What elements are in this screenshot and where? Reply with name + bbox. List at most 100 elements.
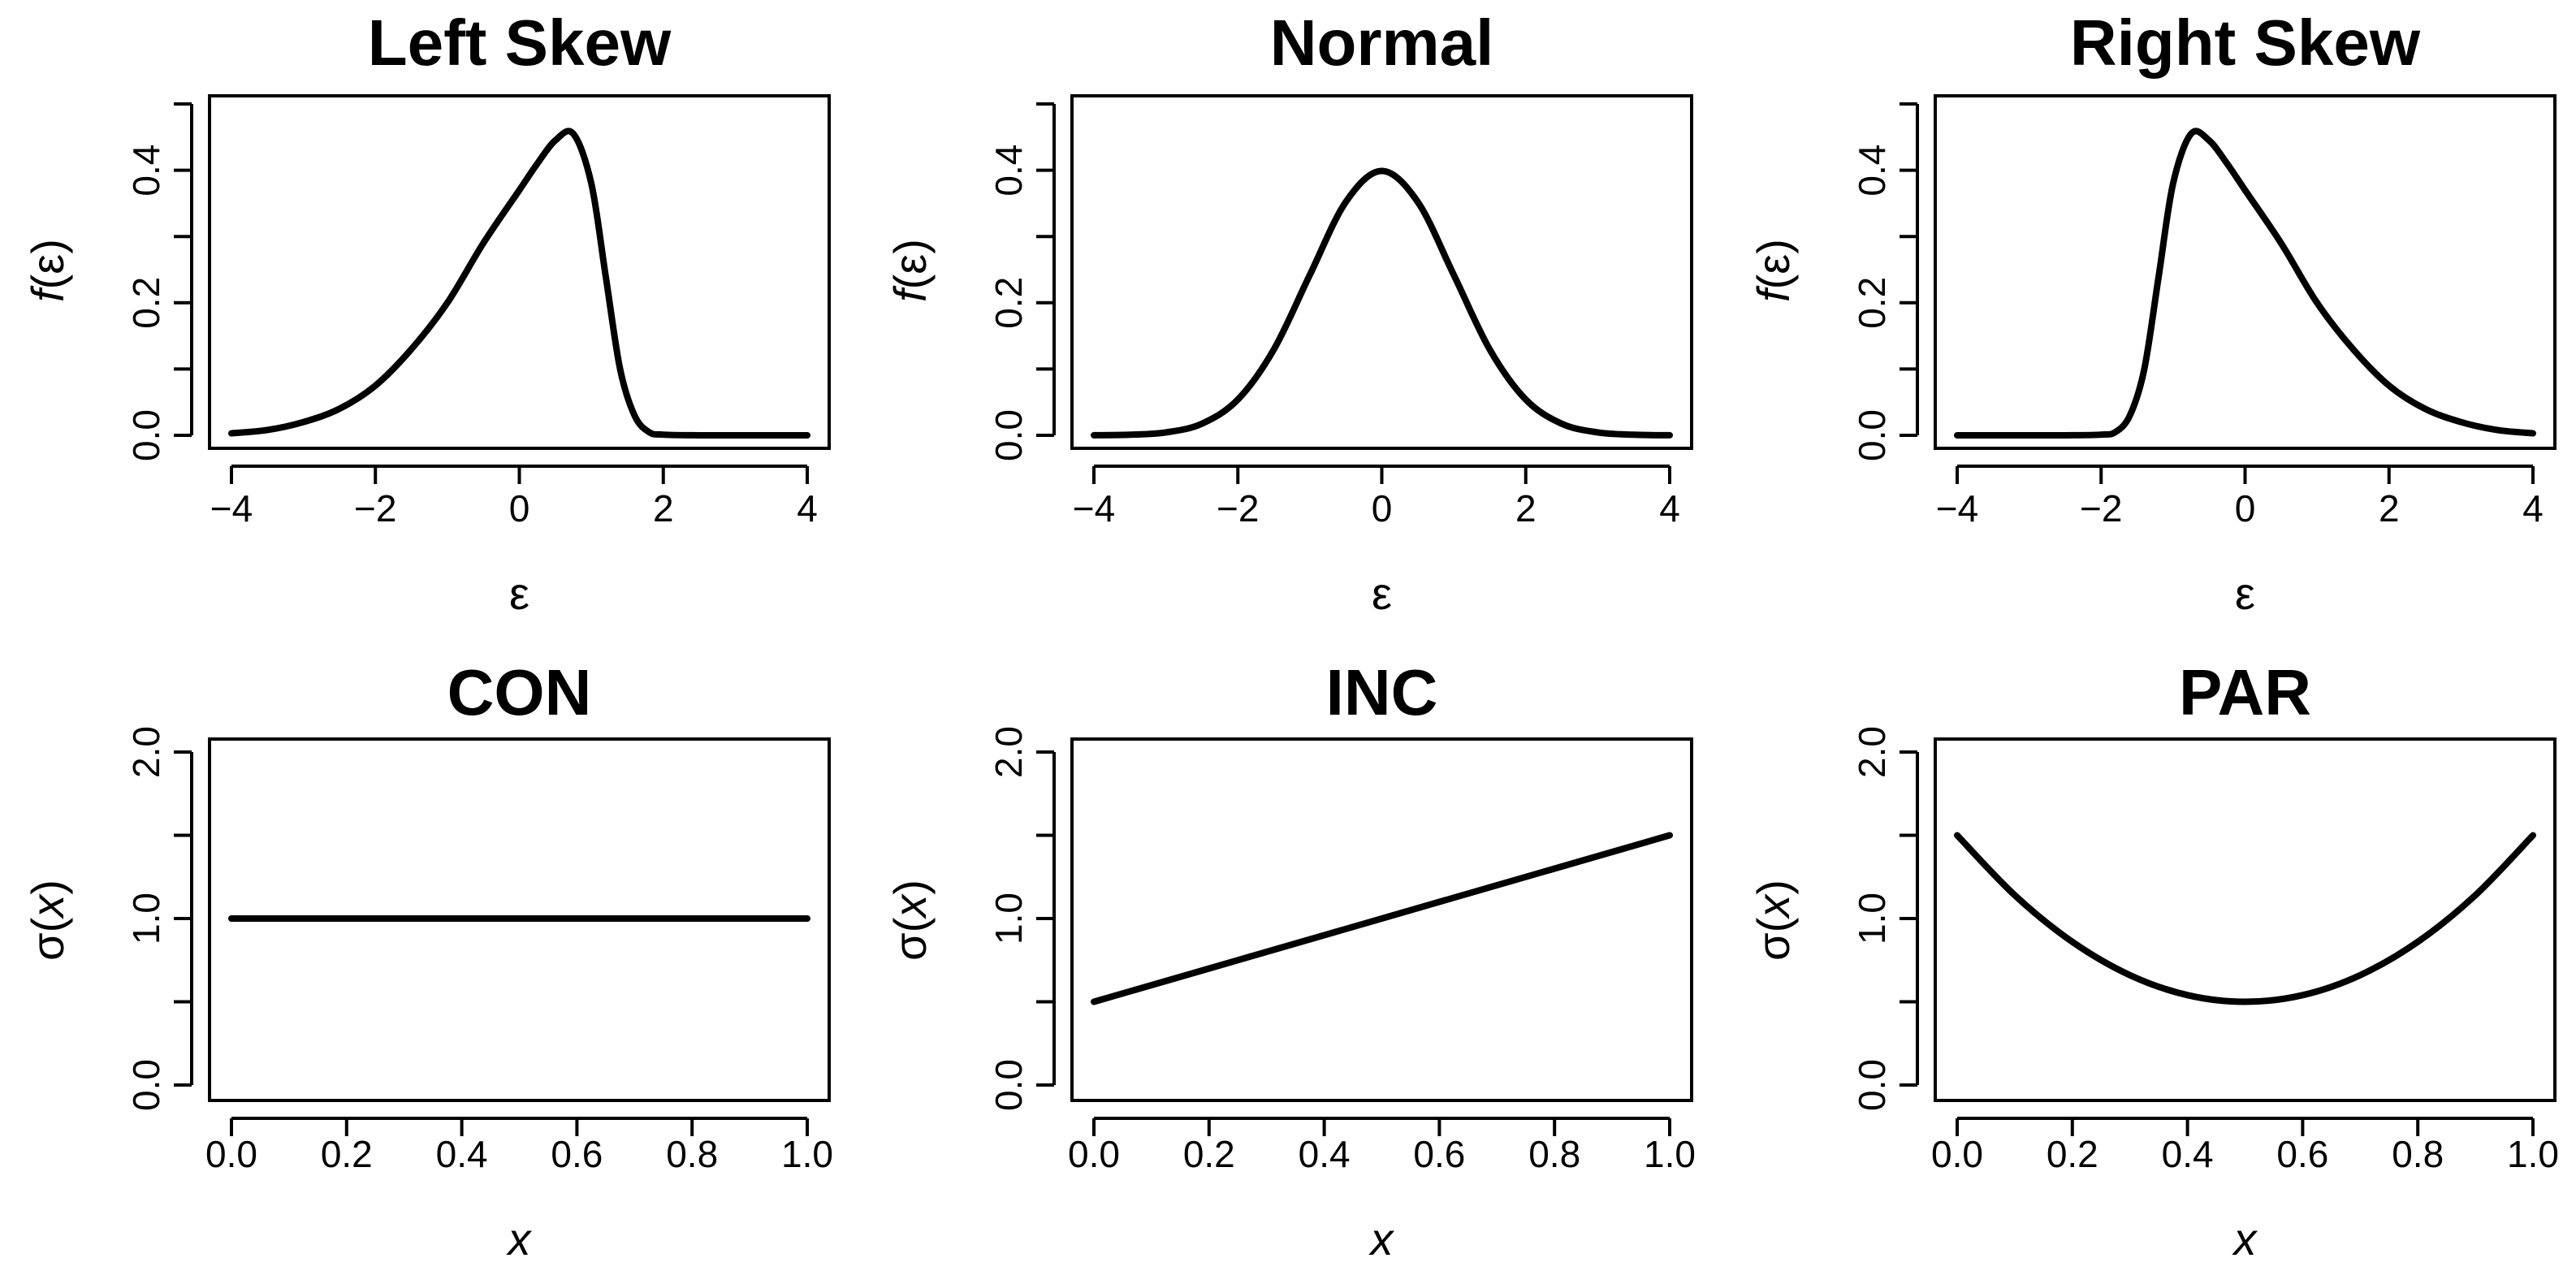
x-tick-label: −2	[2080, 487, 2122, 530]
x-axis-label: x	[2232, 1213, 2258, 1265]
y-axis-label-paren-open: (	[22, 274, 73, 289]
panel-left-skew: Left Skew −4 −2 0 2 4 ε 0.0 0.2 0.4 f(ε)	[22, 6, 831, 619]
y-tick-label: 0.4	[1851, 145, 1893, 197]
y-axis-label: f(ε)	[22, 239, 73, 302]
y-axis-label-function: σ	[1748, 932, 1799, 961]
y-tick-label: 0.2	[125, 277, 167, 329]
y-axis-label-paren-open: (	[22, 917, 73, 932]
x-tick-label: 0	[1372, 487, 1393, 530]
x-tick-label: 0.6	[1413, 1133, 1465, 1175]
panel-right-skew: Right Skew −4 −2 0 2 4 ε 0.0 0.2 0.4 f(ε)	[1748, 6, 2557, 619]
x-tick-label: 0	[509, 487, 530, 530]
y-axis-label-paren-close: )	[1748, 880, 1799, 895]
y-tick-label: 0.2	[1851, 277, 1893, 329]
x-tick-label: 0.8	[1528, 1133, 1580, 1175]
y-tick-label: 2.0	[125, 726, 167, 778]
y-tick-label: 2.0	[988, 726, 1030, 778]
y-tick-label: 0.0	[988, 1059, 1030, 1111]
y-axis-label-paren-open: (	[1748, 274, 1799, 289]
x-tick-label: 0.4	[2162, 1133, 2214, 1175]
series-line	[1954, 832, 2536, 1005]
y-axis-label: σ(x)	[1748, 880, 1799, 961]
y-axis-label: σ(x)	[884, 880, 936, 961]
x-tick-label: −4	[210, 487, 253, 530]
x-tick-label: 0.2	[321, 1133, 373, 1175]
x-tick-label: −2	[354, 487, 396, 530]
plot-frame	[1934, 737, 2557, 1102]
y-axis-label-paren-close: )	[884, 239, 936, 254]
x-tick-label: 0.6	[551, 1133, 603, 1175]
y-axis-label: σ(x)	[22, 880, 73, 961]
x-tick-label: 0.8	[2392, 1133, 2444, 1175]
x-tick-label: 0.2	[1183, 1133, 1235, 1175]
y-tick-label: 2.0	[1851, 726, 1893, 778]
y-axis-label-paren-close: )	[22, 880, 73, 895]
y-axis-label-paren-open: (	[1748, 917, 1799, 932]
y-axis-label-variable: x	[1748, 893, 1799, 920]
panel-title: Left Skew	[368, 6, 672, 79]
plot-frame	[208, 737, 831, 1102]
y-tick-label: 0.4	[988, 145, 1030, 197]
x-axis-label: ε	[1372, 568, 1392, 619]
y-tick-label: 1.0	[988, 893, 1030, 945]
x-tick-label: 0.4	[436, 1133, 488, 1175]
x-axis-label: ε	[509, 568, 529, 619]
plot-frame	[1070, 737, 1693, 1102]
x-tick-label: −2	[1217, 487, 1259, 530]
panel-title: INC	[1326, 656, 1438, 728]
x-tick-label: 4	[1659, 487, 1680, 530]
y-axis-label-function: σ	[22, 932, 73, 961]
y-tick-label: 0.0	[988, 409, 1030, 461]
y-tick-label: 0.2	[988, 277, 1030, 329]
panel-title: PAR	[2179, 656, 2311, 728]
y-axis-label-function: σ	[884, 932, 936, 961]
x-tick-label: 0.0	[205, 1133, 257, 1175]
y-axis-label-paren-close: )	[1748, 239, 1799, 254]
panel-title: Normal	[1270, 6, 1494, 79]
x-tick-label: 4	[797, 487, 818, 530]
y-tick-label: 1.0	[125, 893, 167, 945]
x-tick-label: 2	[2379, 487, 2400, 530]
y-axis-label: f(ε)	[884, 239, 936, 302]
y-axis-label-variable: ε	[22, 254, 73, 275]
series-line	[1091, 167, 1673, 439]
plot-frame	[208, 94, 831, 450]
panel-normal: Normal −4 −2 0 2 4 ε 0.0 0.2 0.4 f(ε)	[884, 6, 1693, 619]
x-tick-label: 1.0	[2507, 1133, 2559, 1175]
y-axis-label-variable: x	[884, 893, 936, 920]
x-tick-label: 1.0	[1644, 1133, 1696, 1175]
y-axis-label-paren-close: )	[884, 880, 936, 895]
x-tick-label: 0.0	[1068, 1133, 1120, 1175]
x-tick-label: 0.0	[1931, 1133, 1983, 1175]
y-axis-label: f(ε)	[1748, 239, 1799, 302]
plot-frame	[1070, 94, 1693, 450]
x-axis-label: ε	[2235, 568, 2255, 619]
y-axis-label-paren-open: (	[884, 917, 936, 932]
x-axis-label: x	[1368, 1213, 1395, 1265]
y-tick-label: 0.0	[125, 1059, 167, 1111]
y-tick-label: 1.0	[1851, 893, 1893, 945]
y-axis-label-variable: ε	[884, 254, 936, 275]
y-axis-label-paren-open: (	[884, 274, 936, 289]
x-tick-label: 0.6	[2276, 1133, 2328, 1175]
panel-title: Right Skew	[2070, 6, 2421, 79]
panel-title: CON	[447, 656, 592, 728]
x-tick-label: 0.2	[2047, 1133, 2098, 1175]
x-tick-label: 1.0	[781, 1133, 833, 1175]
y-axis-label-paren-close: )	[22, 239, 73, 254]
x-tick-label: −4	[1936, 487, 1978, 530]
y-tick-label: 0.0	[1851, 409, 1893, 461]
x-tick-label: 0.4	[1299, 1133, 1351, 1175]
y-tick-label: 0.0	[125, 409, 167, 461]
y-tick-label: 0.0	[1851, 1059, 1893, 1111]
series-line	[228, 128, 810, 439]
y-axis-label-variable: ε	[1748, 254, 1799, 275]
x-tick-label: 0.8	[666, 1133, 718, 1175]
x-tick-label: 4	[2522, 487, 2544, 530]
plot-frame	[1934, 94, 2557, 450]
y-tick-label: 0.4	[125, 145, 167, 197]
